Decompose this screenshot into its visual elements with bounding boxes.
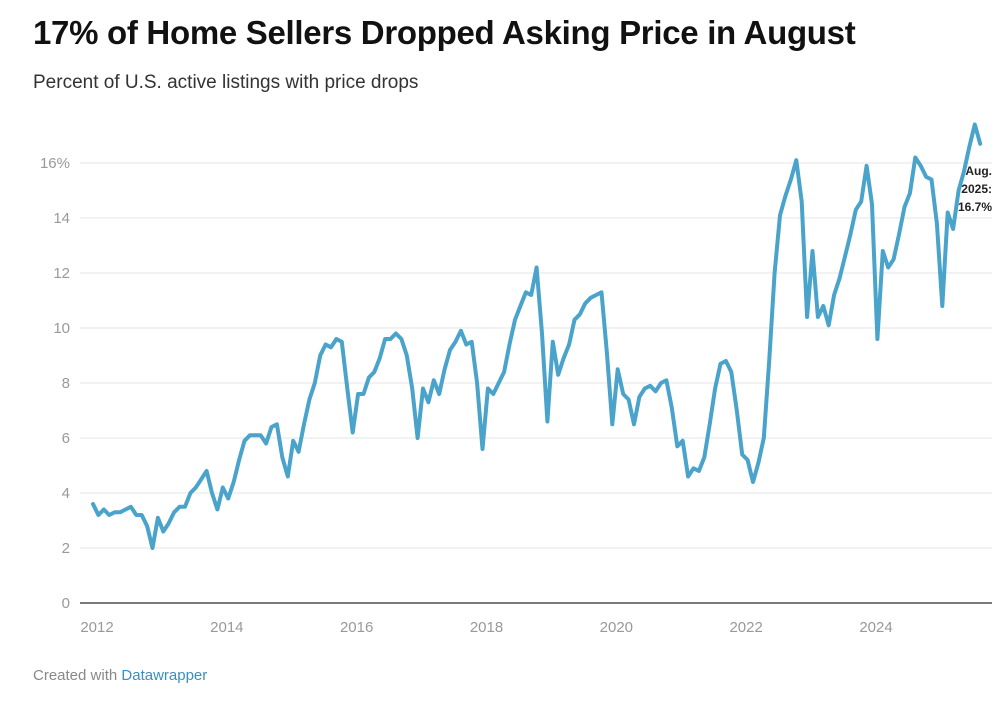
y-tick-label: 0: [62, 595, 70, 612]
data-points: [92, 124, 981, 549]
y-tick-label: 2: [62, 540, 70, 557]
y-tick-label: 12: [53, 265, 70, 282]
y-tick-label: 6: [62, 430, 70, 447]
y-axis-ticks: 0 2 4 6 8 10 12 14 16%: [40, 155, 70, 612]
x-tick-label: 2016: [340, 619, 373, 636]
y-tick-label: 4: [62, 485, 70, 502]
x-axis-ticks: 2012 2014 2016 2018 2020 2022 2024: [80, 619, 892, 636]
footer-prefix: Created with: [33, 667, 118, 684]
annotations: Aug. 2025: 16.7%: [958, 164, 992, 214]
y-tick-label: 10: [53, 320, 70, 337]
x-tick-label: 2012: [80, 619, 113, 636]
x-tick-label: 2022: [729, 619, 762, 636]
x-tick-label: 2014: [210, 619, 243, 636]
annotation-label: 2025:: [961, 182, 992, 196]
chart-subtitle: Percent of U.S. active listings with pri…: [33, 72, 419, 93]
y-tick-label: 8: [62, 375, 70, 392]
chart-title: 17% of Home Sellers Dropped Asking Price…: [33, 14, 856, 51]
footer-credit: Created with Datawrapper: [33, 667, 207, 684]
y-tick-label: 14: [53, 210, 70, 227]
annotation-label: 16.7%: [958, 200, 992, 214]
y-tick-label: 16%: [40, 155, 70, 172]
x-tick-label: 2024: [859, 619, 892, 636]
datawrapper-link[interactable]: Datawrapper: [121, 667, 208, 684]
annotation-label: Aug.: [965, 164, 992, 178]
x-tick-label: 2018: [470, 619, 503, 636]
series-line: [91, 122, 983, 550]
x-tick-label: 2020: [600, 619, 633, 636]
